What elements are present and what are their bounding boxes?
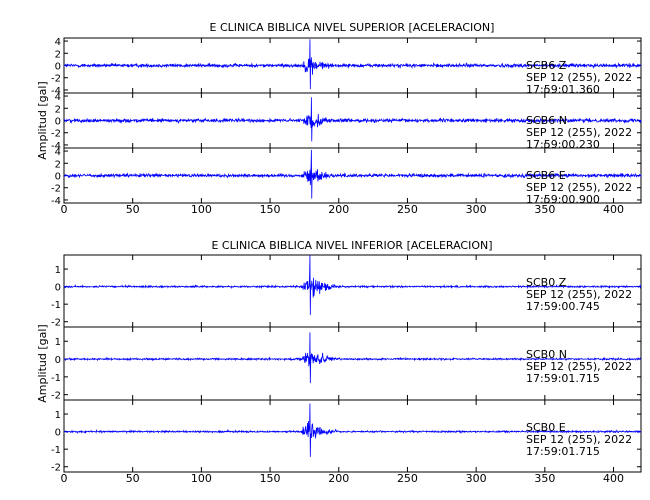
x-tick-label: 150 [260,472,281,485]
y-tick-label: 2 [55,104,61,115]
time-label: 17:59:00.745 [526,300,600,313]
date-label: SEP 12 (255), 2022 [526,126,632,139]
date-label: SEP 12 (255), 2022 [526,71,632,84]
waveform-line [63,403,642,457]
y-tick-label: -2 [51,184,61,195]
y-tick-label: -2 [51,129,61,140]
time-label: 17:59:01.715 [526,372,600,385]
y-tick-label: -4 [51,196,61,207]
station-label: SCB6 N [526,114,567,127]
x-tick-label: 200 [328,203,349,216]
y-axis-label: Amplitud [gal] [36,81,49,159]
y-tick-label: -2 [51,391,61,402]
x-tick-label: 200 [328,472,349,485]
x-tick-label: 400 [603,472,624,485]
date-label: SEP 12 (255), 2022 [526,181,632,194]
x-tick-label: 400 [603,203,624,216]
date-label: SEP 12 (255), 2022 [526,360,632,373]
y-tick-label: -4 [51,86,61,97]
time-label: 17:59:00.230 [526,138,600,151]
station-label: SCB0 N [526,348,567,361]
x-tick-label: 300 [466,472,487,485]
x-tick-label: 100 [191,472,212,485]
y-tick-label: 1 [55,337,61,348]
y-tick-label: 0 [55,117,61,128]
x-tick-label: 250 [397,472,418,485]
x-tick-label: 250 [397,203,418,216]
x-tick-label: 50 [126,472,140,485]
station-label: SCB6 E [526,169,566,182]
date-label: SEP 12 (255), 2022 [526,288,632,301]
x-tick-label: 150 [260,203,281,216]
y-tick-label: -4 [51,141,61,152]
y-tick-label: -1 [51,300,61,311]
y-tick-label: 1 [55,410,61,421]
panel-frame [63,399,642,473]
y-tick-label: -2 [51,318,61,329]
waveform-line [63,39,642,90]
chart-title: E CLINICA BIBLICA NIVEL INFERIOR [ACELER… [211,239,492,252]
time-label: 17:59:01.715 [526,445,600,458]
y-tick-label: 0 [55,172,61,183]
y-tick-label: 4 [55,37,61,48]
y-tick-label: 1 [55,265,61,276]
y-axis-label: Amplitud [gal] [36,324,49,402]
x-tick-label: 350 [534,472,555,485]
waveform-line [63,332,642,384]
y-tick-label: -2 [51,74,61,85]
y-tick-label: -1 [51,373,61,384]
y-tick-label: 4 [55,92,61,103]
y-tick-label: 0 [55,62,61,73]
x-tick-label: 0 [61,472,68,485]
station-label: SCB0 E [526,421,566,434]
y-tick-label: -1 [51,445,61,456]
y-tick-label: 0 [55,355,61,366]
x-tick-label: 350 [534,203,555,216]
waveform-line [63,149,642,199]
y-tick-label: -2 [51,463,61,474]
x-tick-label: 0 [61,203,68,216]
waveform-line [63,254,642,316]
time-label: 17:59:01.360 [526,83,600,96]
y-tick-label: 2 [55,49,61,60]
y-tick-label: 0 [55,428,61,439]
date-label: SEP 12 (255), 2022 [526,433,632,446]
station-label: SCB6 Z [526,59,567,72]
station-label: SCB0 Z [526,276,567,289]
x-tick-label: 100 [191,203,212,216]
chart-title: E CLINICA BIBLICA NIVEL SUPERIOR [ACELER… [210,21,495,34]
y-tick-label: 0 [55,283,61,294]
y-tick-label: 2 [55,159,61,170]
waveform-line [63,97,642,142]
time-label: 17:59:00.900 [526,193,600,206]
y-tick-label: 4 [55,147,61,158]
x-tick-label: 50 [126,203,140,216]
x-tick-label: 300 [466,203,487,216]
